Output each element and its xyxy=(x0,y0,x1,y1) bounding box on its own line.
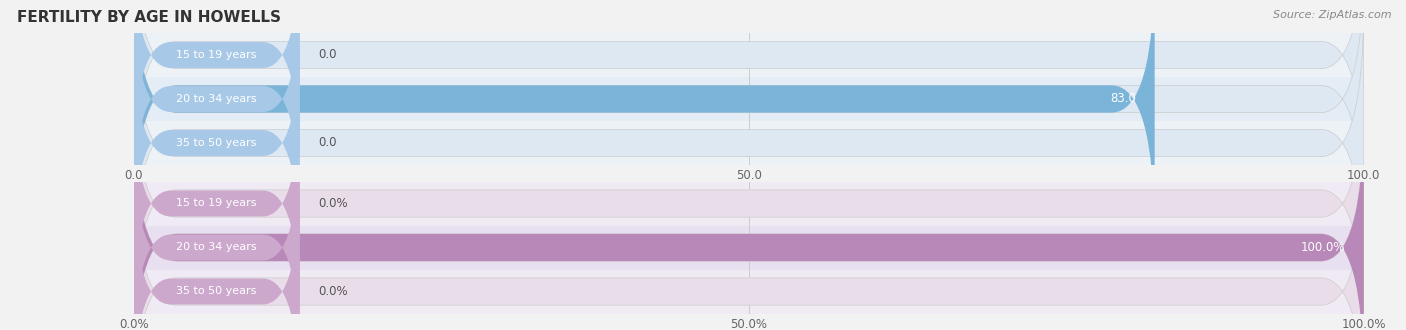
Text: 35 to 50 years: 35 to 50 years xyxy=(176,286,257,296)
FancyBboxPatch shape xyxy=(134,33,1364,77)
Text: 100.0%: 100.0% xyxy=(1301,241,1346,254)
FancyBboxPatch shape xyxy=(134,270,1364,313)
Text: 20 to 34 years: 20 to 34 years xyxy=(176,94,257,104)
FancyBboxPatch shape xyxy=(134,84,299,322)
FancyBboxPatch shape xyxy=(134,0,1364,195)
Text: 83.0: 83.0 xyxy=(1111,92,1136,106)
Text: 15 to 19 years: 15 to 19 years xyxy=(176,50,257,60)
FancyBboxPatch shape xyxy=(134,0,299,174)
FancyBboxPatch shape xyxy=(134,121,1364,165)
FancyBboxPatch shape xyxy=(134,0,1364,239)
Text: 0.0%: 0.0% xyxy=(318,197,347,210)
FancyBboxPatch shape xyxy=(134,182,1364,225)
FancyBboxPatch shape xyxy=(134,151,1364,330)
Text: Source: ZipAtlas.com: Source: ZipAtlas.com xyxy=(1274,10,1392,20)
Text: 0.0%: 0.0% xyxy=(318,285,347,298)
Text: 20 to 34 years: 20 to 34 years xyxy=(176,243,257,252)
FancyBboxPatch shape xyxy=(134,0,299,218)
FancyBboxPatch shape xyxy=(134,107,1364,330)
FancyBboxPatch shape xyxy=(134,0,1154,239)
Text: 35 to 50 years: 35 to 50 years xyxy=(176,138,257,148)
FancyBboxPatch shape xyxy=(134,107,1364,330)
FancyBboxPatch shape xyxy=(134,63,1364,330)
FancyBboxPatch shape xyxy=(134,24,299,262)
FancyBboxPatch shape xyxy=(134,3,1364,283)
FancyBboxPatch shape xyxy=(134,173,299,330)
FancyBboxPatch shape xyxy=(134,77,1364,121)
Text: 0.0: 0.0 xyxy=(318,137,336,149)
FancyBboxPatch shape xyxy=(134,128,299,330)
Text: 0.0: 0.0 xyxy=(318,49,336,61)
FancyBboxPatch shape xyxy=(134,225,1364,270)
Text: FERTILITY BY AGE IN HOWELLS: FERTILITY BY AGE IN HOWELLS xyxy=(17,10,281,25)
Text: 15 to 19 years: 15 to 19 years xyxy=(176,199,257,209)
